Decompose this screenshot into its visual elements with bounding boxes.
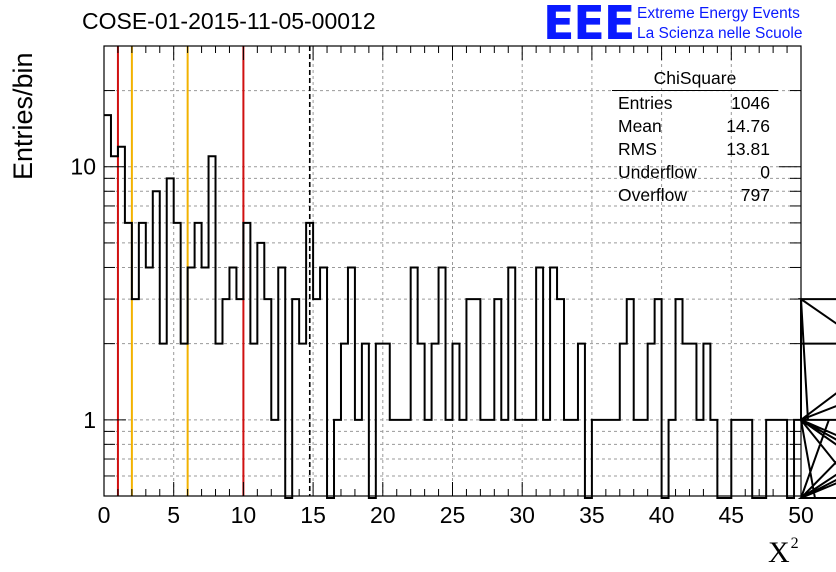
stats-key: Overflow	[618, 185, 688, 205]
x-tick-label: 10	[231, 502, 257, 528]
stats-value: 797	[740, 185, 770, 205]
x-tick-label: 40	[649, 502, 675, 528]
stats-row-overflow: Overflow 797	[618, 184, 770, 207]
x-tick-label: 15	[300, 502, 326, 528]
y-tick-label: 1	[83, 407, 96, 433]
chart-title: COSE-01-2015-11-05-00012	[82, 8, 376, 34]
x-tick-label: 35	[579, 502, 605, 528]
stats-value: 0	[760, 162, 770, 182]
x-tick-label: 0	[98, 502, 111, 528]
logo-line-1: Extreme Energy Events	[637, 5, 800, 22]
eee-logo: EEE	[543, 0, 635, 50]
stats-row-rms: RMS 13.81	[618, 138, 770, 161]
x-tick-label: 30	[509, 502, 535, 528]
stats-row-underflow: Underflow 0	[618, 161, 770, 184]
stats-key: RMS	[618, 139, 657, 159]
x-tick-label: 25	[440, 502, 466, 528]
x-tick-label: 50	[788, 502, 814, 528]
stats-row-mean: Mean 14.76	[618, 115, 770, 138]
stats-value: 14.76	[726, 116, 770, 136]
histogram-outline	[104, 114, 836, 499]
x-axis-label-sup: 2	[790, 535, 799, 552]
stats-value: 13.81	[726, 139, 770, 159]
stats-value: 1046	[731, 93, 770, 113]
stats-row-entries: Entries 1046	[618, 92, 770, 115]
tick-label-layer: 0 5 10 15 20 25 30 35 40 45 50 1 10	[70, 154, 813, 528]
stats-title: ChiSquare	[653, 68, 737, 88]
stats-key: Entries	[618, 93, 673, 113]
y-tick-label: 10	[70, 154, 96, 180]
logo-line-2: La Scienza nelle Scuole	[637, 25, 803, 42]
x-axis-label-main: X	[768, 536, 790, 569]
x-tick-label: 45	[719, 502, 745, 528]
tick-layer	[103, 45, 802, 497]
vertical-lines-layer	[116, 46, 311, 496]
stats-separator	[612, 90, 778, 91]
stats-key: Mean	[618, 116, 662, 136]
x-tick-label: 20	[370, 502, 396, 528]
x-tick-label: 5	[167, 502, 180, 528]
stats-key: Underflow	[618, 162, 697, 182]
histogram-layer	[104, 114, 836, 499]
x-axis-label: X2	[768, 535, 799, 570]
stats-box: ChiSquare Entries 1046 Mean 14.76 RMS 13.81…	[612, 66, 778, 205]
